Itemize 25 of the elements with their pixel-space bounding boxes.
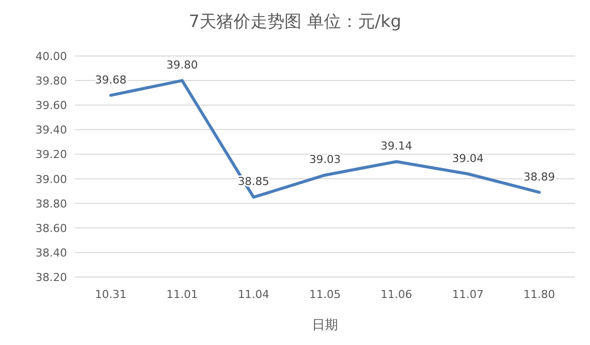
x-tick-label: 11.07 — [452, 288, 484, 301]
data-label: 38.89 — [524, 170, 556, 184]
x-tick-label: 10.31 — [94, 288, 126, 301]
x-tick-label: 11.80 — [524, 288, 556, 301]
x-tick-label: 11.04 — [238, 288, 270, 301]
y-tick-label: 38.60 — [36, 222, 67, 235]
data-label: 39.04 — [452, 152, 484, 165]
y-tick-label: 38.20 — [36, 271, 67, 284]
x-tick-label: 11.01 — [166, 288, 198, 301]
x-tick-label: 11.05 — [309, 288, 341, 301]
x-axis-title: 日期 — [312, 318, 338, 333]
y-tick-label: 39.20 — [36, 148, 67, 162]
data-label: 39.14 — [380, 140, 412, 153]
chart-title: 7天猪价走势图 单位：元/kg — [188, 12, 402, 32]
y-tick-label: 40.00 — [36, 50, 67, 63]
y-tick-label: 39.60 — [36, 99, 67, 112]
data-label: 39.80 — [166, 58, 198, 72]
y-tick-label: 39.80 — [36, 74, 67, 88]
y-tick-label: 38.40 — [36, 246, 67, 260]
y-tick-label: 39.00 — [36, 172, 67, 186]
x-tick-label: 11.06 — [380, 288, 412, 301]
data-label: 39.03 — [309, 153, 341, 166]
y-tick-label: 38.80 — [36, 197, 67, 210]
data-label: 39.68 — [94, 73, 126, 86]
y-tick-label: 39.40 — [36, 124, 67, 137]
